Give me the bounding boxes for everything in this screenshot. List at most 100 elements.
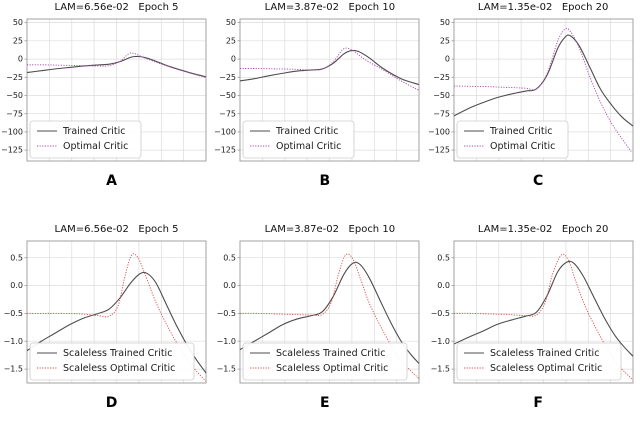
legend-label-1: Optimal Critic bbox=[490, 141, 555, 152]
y-tick-label: −100 bbox=[214, 128, 236, 137]
y-tick-label: −0.5 bbox=[430, 309, 449, 318]
series-line-1 bbox=[27, 253, 207, 382]
y-tick-label: −1.5 bbox=[217, 365, 236, 374]
legend-box bbox=[242, 120, 355, 159]
chart-letter-label: A bbox=[106, 173, 117, 189]
chart-title: LAM=6.56e-02 Epoch 5 bbox=[54, 224, 179, 235]
chart-title: LAM=1.35e-02 Epoch 20 bbox=[477, 224, 609, 235]
y-tick-label: −25 bbox=[219, 73, 236, 82]
y-tick-label: −1.0 bbox=[217, 337, 236, 346]
chart-title: LAM=6.56e-02 Epoch 5 bbox=[54, 2, 179, 13]
y-tick-label: 50 bbox=[226, 18, 236, 27]
y-tick-label: −75 bbox=[219, 109, 236, 118]
y-tick-label: 25 bbox=[13, 36, 23, 45]
chart-letter-label: D bbox=[105, 395, 118, 411]
y-tick-label: −125 bbox=[1, 146, 23, 155]
legend-label-0: Scaleless Trained Critic bbox=[63, 348, 172, 359]
y-tick-label: −50 bbox=[433, 91, 450, 100]
legend-label-0: Scaleless Trained Critic bbox=[490, 348, 599, 359]
chart-letter-label: F bbox=[533, 395, 543, 411]
chart-plot-d: 0.5 0.0 −0.5 −1.0 −1.5 Scaleless Trained Crit… bbox=[4, 240, 207, 384]
chart-plot-e: 0.5 0.0 −0.5 −1.0 −1.5 Scaleless Trained Crit… bbox=[217, 240, 420, 384]
chart-letter-label: E bbox=[320, 395, 330, 411]
legend-label-1: Optimal Critic bbox=[276, 141, 341, 152]
y-tick-label: −25 bbox=[433, 73, 450, 82]
plot-frame bbox=[239, 18, 420, 162]
chart-plot-f: 0.5 0.0 −0.5 −1.0 −1.5 Scaleless Trained Crit… bbox=[430, 240, 634, 384]
series-line-0 bbox=[453, 260, 634, 357]
legend: Scaleless Trained Critic Scaleless Optima… bbox=[29, 342, 195, 381]
legend: Scaleless Trained Critic Scaleless Optima… bbox=[456, 342, 622, 381]
y-tick-label: −125 bbox=[428, 146, 450, 155]
y-tick-label: −50 bbox=[6, 91, 23, 100]
chart-plot-a: 50 25 0 −25 −50 −75 −100 −125 Trained Critic Opti… bbox=[1, 18, 207, 162]
plot-frame bbox=[26, 18, 207, 162]
plot-frame bbox=[239, 240, 420, 384]
legend-label-1: Scaleless Optimal Critic bbox=[63, 363, 175, 374]
series-line-1 bbox=[26, 52, 207, 79]
y-tick-label: −125 bbox=[214, 146, 236, 155]
legend-label-0: Scaleless Trained Critic bbox=[276, 348, 385, 359]
legend: Trained Critic Optimal Critic bbox=[242, 120, 355, 159]
legend-box bbox=[29, 342, 195, 381]
legend-label-1: Scaleless Optimal Critic bbox=[276, 363, 388, 374]
y-tick-label: −1.5 bbox=[430, 365, 449, 374]
y-tick-label: −75 bbox=[6, 109, 23, 118]
plot-frame bbox=[26, 240, 207, 384]
legend: Scaleless Trained Critic Scaleless Optima… bbox=[242, 342, 408, 381]
chart-plot-c: 50 25 0 −25 −50 −75 −100 −125 Trained Critic Opti… bbox=[428, 18, 634, 162]
y-tick-label: −1.0 bbox=[430, 337, 449, 346]
y-tick-label: 0 bbox=[231, 55, 236, 64]
legend: Trained Critic Optimal Critic bbox=[456, 120, 569, 159]
y-tick-label: −1.0 bbox=[4, 337, 23, 346]
series-line-1 bbox=[453, 27, 632, 152]
plot-frame bbox=[453, 240, 634, 384]
series-line-0 bbox=[453, 34, 634, 127]
chart-plot-b: 50 25 0 −25 −50 −75 −100 −125 Trained Critic Opti… bbox=[214, 18, 420, 162]
legend-box bbox=[242, 342, 408, 381]
chart-panel-f: LAM=1.35e-02 Epoch 20 0.5 0.0 −0.5 −1.0 −1.5… bbox=[427, 224, 640, 412]
y-tick-label: 0.5 bbox=[437, 253, 450, 262]
y-tick-label: −100 bbox=[1, 128, 23, 137]
y-tick-label: −0.5 bbox=[4, 309, 23, 318]
chart-title: LAM=1.35e-02 Epoch 20 bbox=[477, 2, 609, 13]
chart-title: LAM=3.87e-02 Epoch 10 bbox=[264, 224, 396, 235]
y-tick-label: 0.0 bbox=[437, 281, 450, 290]
series-line-0 bbox=[240, 49, 420, 86]
chart-panel-e: LAM=3.87e-02 Epoch 10 0.5 0.0 −0.5 −1.0 −1.5… bbox=[213, 224, 426, 412]
legend-label-1: Scaleless Optimal Critic bbox=[490, 363, 602, 374]
y-tick-label: 25 bbox=[226, 36, 236, 45]
y-tick-label: −0.5 bbox=[217, 309, 236, 318]
chart-letter-label: B bbox=[319, 173, 331, 189]
y-tick-label: 0.0 bbox=[10, 281, 23, 290]
legend-label-0: Trained Critic bbox=[62, 126, 125, 137]
chart-panel-d: LAM=6.56e-02 Epoch 5 0.5 0.0 −0.5 −1.0 −1.5 S… bbox=[0, 224, 213, 412]
y-tick-label: 25 bbox=[439, 36, 449, 45]
y-tick-label: −1.5 bbox=[4, 365, 23, 374]
y-tick-label: 0 bbox=[18, 55, 23, 64]
chart-letter-label: C bbox=[533, 173, 544, 189]
legend-box bbox=[29, 120, 142, 159]
series-line-1 bbox=[453, 253, 633, 381]
series-line-0 bbox=[26, 271, 207, 374]
series-line-1 bbox=[240, 47, 420, 91]
legend-box bbox=[456, 120, 569, 159]
y-tick-label: 50 bbox=[439, 18, 449, 27]
legend-label-0: Trained Critic bbox=[275, 126, 338, 137]
series-line-0 bbox=[240, 261, 420, 364]
y-tick-label: 0.5 bbox=[224, 253, 237, 262]
legend-label-0: Trained Critic bbox=[489, 126, 552, 137]
legend-label-1: Optimal Critic bbox=[63, 141, 128, 152]
y-tick-label: 0.5 bbox=[10, 253, 23, 262]
chart-panel-c: LAM=1.35e-02 Epoch 20 50 25 0 −25 −50 −75 −100… bbox=[427, 2, 640, 190]
chart-panel-b: LAM=3.87e-02 Epoch 10 50 25 0 −25 −50 −75 −100… bbox=[213, 2, 426, 190]
y-tick-label: 0 bbox=[445, 55, 450, 64]
y-tick-label: −50 bbox=[219, 91, 236, 100]
y-tick-label: 50 bbox=[13, 18, 23, 27]
y-tick-label: −75 bbox=[433, 109, 450, 118]
y-tick-label: −25 bbox=[6, 73, 23, 82]
chart-title: LAM=3.87e-02 Epoch 10 bbox=[264, 2, 396, 13]
legend-box bbox=[456, 342, 622, 381]
legend: Trained Critic Optimal Critic bbox=[29, 120, 142, 159]
